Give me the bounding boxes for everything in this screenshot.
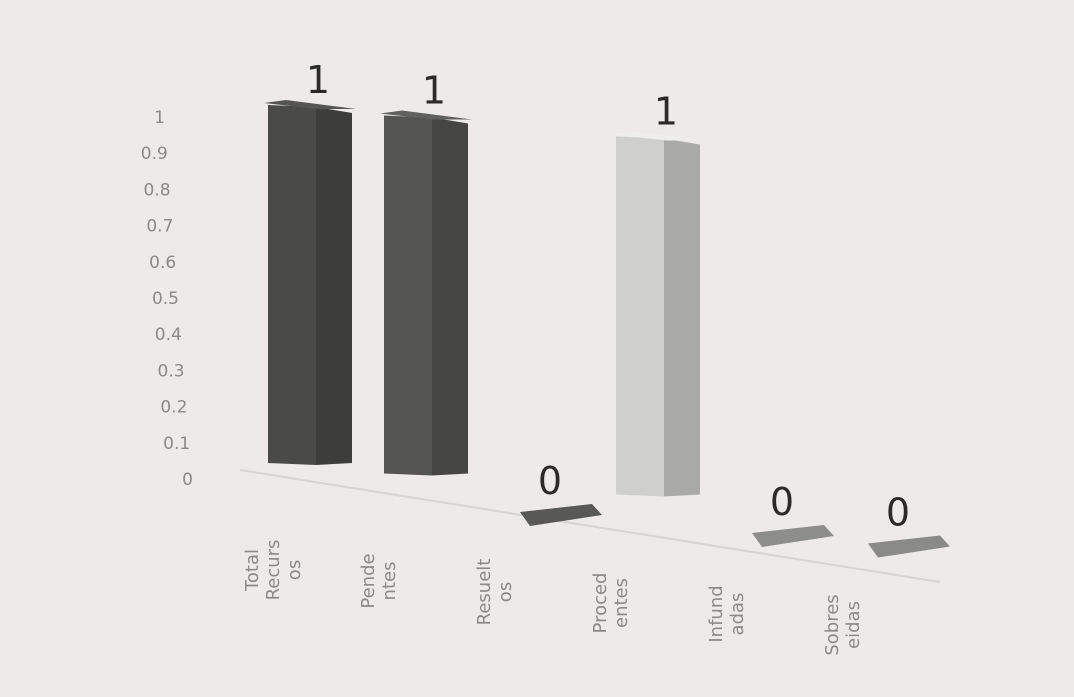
y-tick-label: 0.4: [155, 325, 182, 345]
category-label: Proced entes: [590, 573, 632, 634]
bar-slab: [520, 504, 602, 526]
category-label-line: os: [284, 560, 305, 580]
category-label: Resuelt os: [474, 559, 516, 626]
bar: [752, 525, 834, 547]
bar-top-face: [612, 131, 704, 141]
category-label-line: entes: [611, 578, 632, 628]
bar-top-face: [264, 100, 356, 109]
y-tick-label: 0.5: [152, 289, 179, 309]
bar-side-face: [664, 138, 700, 497]
category-label-line: Resuelt: [474, 559, 495, 626]
bar-slab: [868, 535, 950, 558]
category-label-line: Infund: [706, 585, 727, 642]
data-label: 1: [306, 58, 330, 102]
bar: [520, 504, 602, 526]
category-label-line: eidas: [843, 601, 864, 649]
data-label: 0: [538, 459, 562, 503]
y-tick-label: 0.9: [141, 144, 168, 164]
y-tick-label: 0.6: [149, 253, 176, 273]
data-label: 1: [422, 69, 446, 113]
category-label-line: os: [495, 582, 516, 602]
category-label-line: ntes: [379, 562, 400, 601]
y-tick-label: 0.1: [163, 434, 190, 454]
bar-front-face: [268, 105, 316, 465]
data-labels: 1 1 0 1 0 0: [306, 58, 910, 535]
baseline: [239, 469, 941, 583]
y-tick-label: 0.3: [158, 361, 185, 381]
y-tick-label: 1: [154, 108, 165, 128]
category-label-line: Proced: [590, 573, 611, 634]
category-label-line: Sobres: [822, 594, 843, 655]
bar: [612, 131, 704, 497]
category-label-line: Total: [242, 549, 263, 592]
category-label-line: adas: [727, 593, 748, 636]
category-label: Sobres eidas: [822, 594, 864, 655]
bar: [380, 110, 472, 476]
y-tick-label: 0.7: [146, 217, 173, 237]
category-label: Pende ntes: [358, 553, 400, 608]
category-label-line: Recurs: [263, 540, 284, 601]
data-label: 0: [886, 491, 910, 535]
category-label: Infund adas: [706, 585, 748, 642]
bar-front-face: [384, 115, 432, 476]
floor-line: [239, 469, 941, 583]
category-label: Total Recurs os: [242, 540, 305, 601]
bar-side-face: [316, 107, 352, 465]
y-axis-ticks: 0 0.1 0.2 0.3 0.4 0.5 0.6 0.7 0.8 0.9 1: [141, 108, 193, 490]
y-tick-label: 0.8: [144, 180, 171, 200]
x-axis-category-labels: Total Recurs os Pende ntes Resuelt os Proced ent…: [242, 540, 864, 656]
bar-slab: [752, 525, 834, 547]
bar-front-face: [616, 136, 664, 497]
bar: [868, 535, 950, 558]
bar-top-face: [380, 110, 472, 120]
y-tick-label: 0: [182, 470, 193, 490]
category-label-line: Pende: [358, 553, 379, 608]
bar: [264, 100, 356, 465]
data-label: 0: [770, 480, 794, 524]
bar-side-face: [432, 117, 468, 476]
bars: [264, 100, 950, 558]
data-label: 1: [654, 90, 678, 134]
y-tick-label: 0.2: [160, 398, 187, 418]
